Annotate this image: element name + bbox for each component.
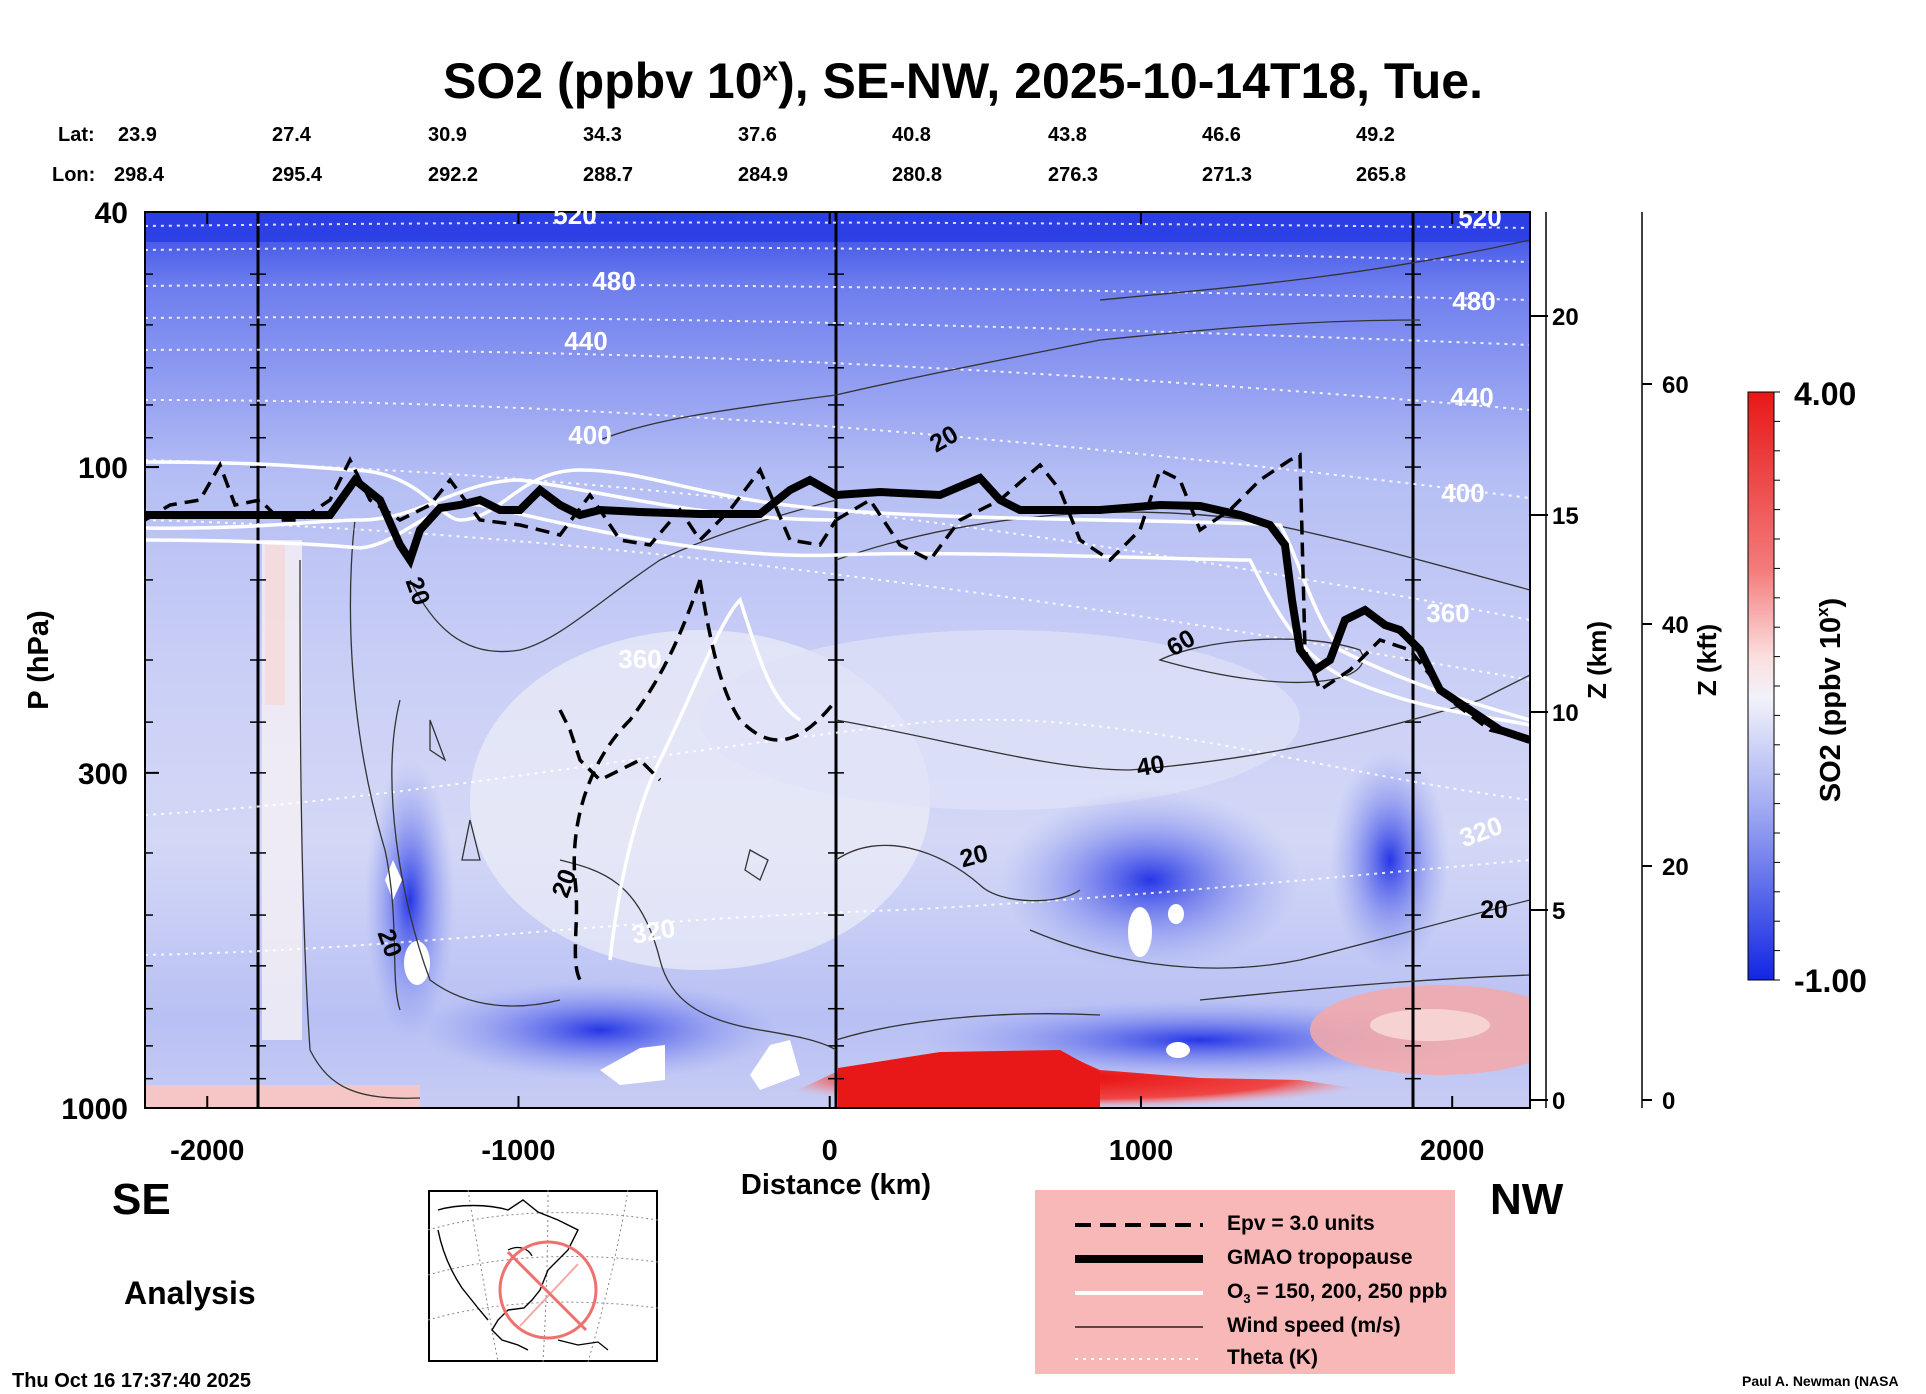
zkm-axis-title: Z (km) (1582, 621, 1612, 699)
wind-label: 40 (1134, 750, 1166, 782)
x-axis-ticks: -2000 -1000 0 1000 2000 (170, 212, 1484, 1167)
theta-label: 440 (1450, 382, 1493, 412)
lon-value: 265.8 (1356, 164, 1407, 186)
y-tick-label: 300 (78, 758, 128, 791)
lon-value: 280.8 (892, 164, 943, 186)
colorbar-label: SO2 (ppbv 10x) (1813, 598, 1847, 802)
legend-swatch-wind (1075, 1326, 1203, 1328)
theta-label: 520 (553, 200, 596, 230)
x-axis-title: Distance (km) (741, 1169, 931, 1201)
z-km-tick-label: 5 (1552, 898, 1565, 925)
zkft-axis-title: Z (kft) (1692, 624, 1722, 696)
y-axis-ticks: 40 100 300 1000 (61, 197, 159, 1126)
lon-value: 271.3 (1202, 164, 1253, 186)
colorbar-min: -1.00 (1794, 963, 1867, 999)
z-kft-tick-label: 20 (1662, 854, 1689, 881)
theta-label: 520 (1458, 202, 1501, 232)
x-tick-label: 2000 (1420, 1135, 1485, 1167)
theta-label: 400 (568, 420, 611, 450)
theta-label: 400 (1441, 478, 1484, 508)
inset-map (428, 1190, 658, 1362)
z-km-tick-label: 15 (1552, 503, 1579, 530)
legend-swatch-o3 (1075, 1291, 1203, 1295)
theta-label: 360 (1426, 598, 1469, 628)
lat-value: 40.8 (892, 124, 931, 146)
theta-label: 440 (564, 326, 607, 356)
z-kft-axis: 60 40 20 0 (1641, 212, 1689, 1115)
x-tick-label: -2000 (170, 1135, 244, 1167)
timestamp: Thu Oct 16 17:37:40 2025 (12, 1370, 252, 1392)
y-tick-label: 40 (95, 197, 128, 230)
z-km-tick-label: 10 (1552, 700, 1579, 727)
lat-value: 43.8 (1048, 124, 1087, 146)
lat-value: 27.4 (272, 124, 311, 146)
legend-item-tropopause: GMAO tropopause (1035, 1242, 1455, 1276)
chart-title: SO2 (ppbv 10x), SE-NW, 2025-10-14T18, Tu… (443, 53, 1483, 109)
colorbar-max: 4.00 (1794, 376, 1856, 412)
lon-value: 284.9 (738, 164, 789, 186)
label-se: SE (112, 1175, 171, 1224)
lat-value: 34.3 (583, 124, 622, 146)
legend-item-theta: Theta (K) (1035, 1342, 1455, 1376)
lon-value: 288.7 (583, 164, 634, 186)
lat-value: 23.9 (118, 124, 157, 146)
legend-item-wind: Wind speed (m/s) (1035, 1310, 1455, 1344)
lon-value: 298.4 (114, 164, 165, 186)
z-kft-tick-label: 40 (1662, 612, 1689, 639)
lat-value: 37.6 (738, 124, 777, 146)
lat-value: 30.9 (428, 124, 467, 146)
section-ticks (250, 273, 1421, 1080)
analysis-label: Analysis (124, 1275, 256, 1311)
legend-swatch-theta (1075, 1358, 1203, 1360)
theta-label: 320 (629, 913, 677, 950)
colorbar-ticks (1774, 391, 1780, 981)
z-km-axis: 20 15 10 5 0 (1530, 212, 1579, 1115)
z-kft-tick-label: 0 (1662, 1088, 1675, 1115)
x-tick-label: 1000 (1109, 1135, 1174, 1167)
colorbar (1747, 391, 1775, 981)
o3-lines (145, 460, 1530, 961)
tropopause-line (145, 473, 1530, 744)
legend-item-o3: O3 = 150, 200, 250 ppb (1035, 1276, 1455, 1310)
y-axis-title: P (hPa) (23, 610, 55, 709)
theta-label: 480 (1452, 286, 1495, 316)
x-tick-label: 0 (822, 1135, 838, 1167)
label-nw: NW (1490, 1175, 1564, 1224)
lon-value: 292.2 (428, 164, 479, 186)
lon-value: 295.4 (272, 164, 323, 186)
y-tick-label: 1000 (61, 1093, 128, 1126)
lon-value: 276.3 (1048, 164, 1099, 186)
z-km-tick-label: 0 (1552, 1088, 1565, 1115)
lon-label: Lon: (52, 164, 96, 186)
lat-value: 49.2 (1356, 124, 1395, 146)
z-km-tick-label: 20 (1552, 304, 1579, 331)
legend-swatch-epv (1075, 1223, 1203, 1227)
legend-box: Epv = 3.0 units GMAO tropopause O3 = 150… (1035, 1190, 1455, 1374)
y-tick-label: 100 (78, 452, 128, 485)
credit: Paul A. Newman (NASA (1742, 1373, 1899, 1389)
theta-label: 480 (592, 266, 635, 296)
legend-swatch-tropopause (1075, 1255, 1203, 1263)
theta-label: 360 (618, 644, 661, 674)
lat-label: Lat: (58, 124, 95, 146)
z-kft-tick-label: 60 (1662, 372, 1689, 399)
x-tick-label: -1000 (481, 1135, 555, 1167)
wind-contours (299, 239, 1530, 1099)
lat-value: 46.6 (1202, 124, 1241, 146)
wind-label: 20 (1480, 896, 1508, 924)
theta-lines (145, 221, 1530, 956)
legend-item-epv: Epv = 3.0 units (1035, 1208, 1455, 1242)
